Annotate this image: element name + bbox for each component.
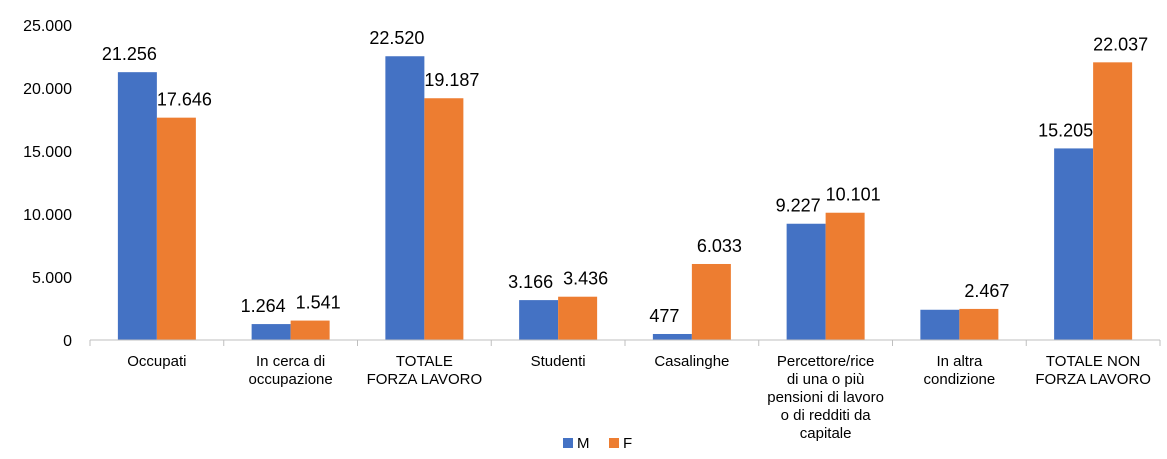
data-label: 10.101 [826, 185, 881, 205]
data-label: 3.166 [508, 272, 553, 292]
x-category-label: In cerca di [256, 353, 325, 370]
bar-f [959, 308, 999, 340]
data-label: 1.264 [241, 296, 286, 316]
data-label: 19.187 [424, 70, 479, 90]
data-label: 3.436 [563, 269, 608, 289]
bar-m [251, 324, 291, 340]
bar-m [117, 72, 157, 340]
data-label: 22.520 [369, 28, 424, 48]
data-label: 2.467 [964, 281, 1009, 301]
data-label: 21.256 [102, 44, 157, 64]
bar-f [558, 296, 598, 340]
bar-m [385, 56, 425, 341]
x-category-label: Studenti [531, 353, 586, 370]
x-axis [89, 339, 1161, 346]
y-tick-label: 0 [63, 333, 72, 350]
bar-f [156, 117, 196, 340]
x-category-label: FORZA LAVORO [1035, 371, 1151, 388]
x-category-label: pensioni di lavoro [767, 389, 884, 406]
data-label: 15.205 [1038, 120, 1093, 140]
data-label: 9.227 [776, 196, 821, 216]
x-category-label: o di redditi da [781, 407, 872, 424]
bar-m [920, 309, 960, 340]
bar-f [1093, 62, 1133, 340]
x-category-label: capitale [800, 425, 852, 442]
data-label: 477 [649, 306, 679, 326]
x-category-label: condizione [924, 371, 996, 388]
legend-swatch-m [563, 438, 573, 448]
legend-label-m: M [577, 435, 590, 452]
bar-f [290, 320, 330, 340]
x-category-label: TOTALE NON [1046, 353, 1140, 370]
x-category-label: In altra [936, 353, 983, 370]
x-category-label: TOTALE [396, 353, 453, 370]
x-category-label: occupazione [249, 371, 333, 388]
y-axis-tick-labels: 0 5.000 10.000 15.000 20.000 25.000 [23, 18, 72, 350]
bar-m [652, 333, 692, 340]
bar-m [786, 223, 826, 340]
x-category-label: di una o più [787, 371, 865, 388]
x-category-label: Casalinghe [654, 353, 729, 370]
bar-m [519, 300, 559, 340]
y-tick-label: 5.000 [32, 270, 72, 287]
x-category-label: FORZA LAVORO [367, 371, 483, 388]
data-label: 17.646 [157, 90, 212, 110]
y-tick-label: 15.000 [23, 144, 72, 161]
legend-label-f: F [623, 435, 632, 452]
x-category-label: Percettore/rice [777, 353, 875, 370]
x-category-label: Occupati [127, 353, 186, 370]
legend-swatch-f [609, 438, 619, 448]
y-tick-label: 10.000 [23, 207, 72, 224]
bar-f [424, 98, 464, 340]
data-labels: 21.256 17.646 1.264 1.541 22.520 19.187 3.166 3… [102, 28, 1148, 326]
data-label: 6.033 [697, 236, 742, 256]
x-axis-category-labels: Occupati In cerca dioccupazioneTOTALEFORZ… [127, 353, 1151, 442]
y-tick-label: 25.000 [23, 18, 72, 35]
bar-f [825, 212, 865, 340]
data-label: 1.541 [296, 293, 341, 313]
bar-m [1054, 148, 1094, 340]
y-tick-label: 20.000 [23, 81, 72, 98]
bars [117, 56, 1133, 341]
bar-f [691, 263, 731, 340]
data-label: 22.037 [1093, 34, 1148, 54]
